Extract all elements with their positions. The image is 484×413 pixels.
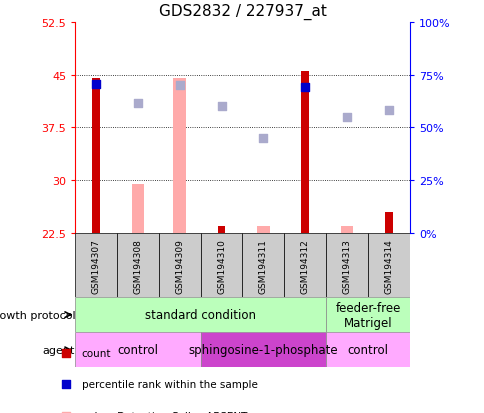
- Point: [343, 114, 350, 121]
- Bar: [158, 233, 200, 297]
- Bar: [75, 233, 117, 297]
- Text: percentile rank within the sample: percentile rank within the sample: [81, 380, 257, 389]
- Bar: [257, 226, 269, 233]
- Bar: [301, 72, 308, 233]
- Text: sphingosine-1-phosphate: sphingosine-1-phosphate: [188, 344, 337, 356]
- Text: GSM194314: GSM194314: [384, 238, 393, 293]
- Text: GSM194307: GSM194307: [91, 238, 100, 293]
- Text: GSM194308: GSM194308: [133, 238, 142, 293]
- Point: [217, 104, 225, 110]
- Text: GSM194312: GSM194312: [300, 238, 309, 293]
- Point: [176, 83, 183, 89]
- Text: GSM194309: GSM194309: [175, 238, 184, 293]
- Bar: [340, 226, 353, 233]
- Bar: [242, 233, 284, 297]
- Bar: [200, 233, 242, 297]
- Point: [92, 81, 100, 88]
- Text: GSM194311: GSM194311: [258, 238, 267, 293]
- Bar: [92, 79, 100, 233]
- Text: agent: agent: [43, 345, 75, 355]
- Bar: [325, 297, 409, 332]
- Text: control: control: [117, 344, 158, 356]
- Text: control: control: [347, 344, 388, 356]
- Point: [62, 349, 70, 356]
- Point: [301, 85, 308, 91]
- Bar: [200, 332, 325, 368]
- Text: GSM194310: GSM194310: [217, 238, 226, 293]
- Point: [134, 100, 141, 107]
- Bar: [384, 212, 392, 233]
- Bar: [117, 233, 158, 297]
- Point: [62, 381, 70, 388]
- Bar: [284, 233, 325, 297]
- Text: standard condition: standard condition: [145, 309, 256, 321]
- Text: value, Detection Call = ABSENT: value, Detection Call = ABSENT: [81, 411, 246, 413]
- Bar: [217, 226, 225, 233]
- Point: [384, 107, 392, 114]
- Text: feeder-free
Matrigel: feeder-free Matrigel: [334, 301, 400, 329]
- Bar: [131, 184, 144, 233]
- Text: count: count: [81, 348, 111, 358]
- Bar: [325, 332, 409, 368]
- Bar: [325, 233, 367, 297]
- Bar: [75, 332, 200, 368]
- Bar: [367, 233, 409, 297]
- Bar: [173, 79, 186, 233]
- Point: [259, 135, 267, 142]
- Bar: [75, 297, 325, 332]
- Title: GDS2832 / 227937_at: GDS2832 / 227937_at: [158, 4, 326, 20]
- Text: growth protocol: growth protocol: [0, 310, 75, 320]
- Text: GSM194313: GSM194313: [342, 238, 351, 293]
